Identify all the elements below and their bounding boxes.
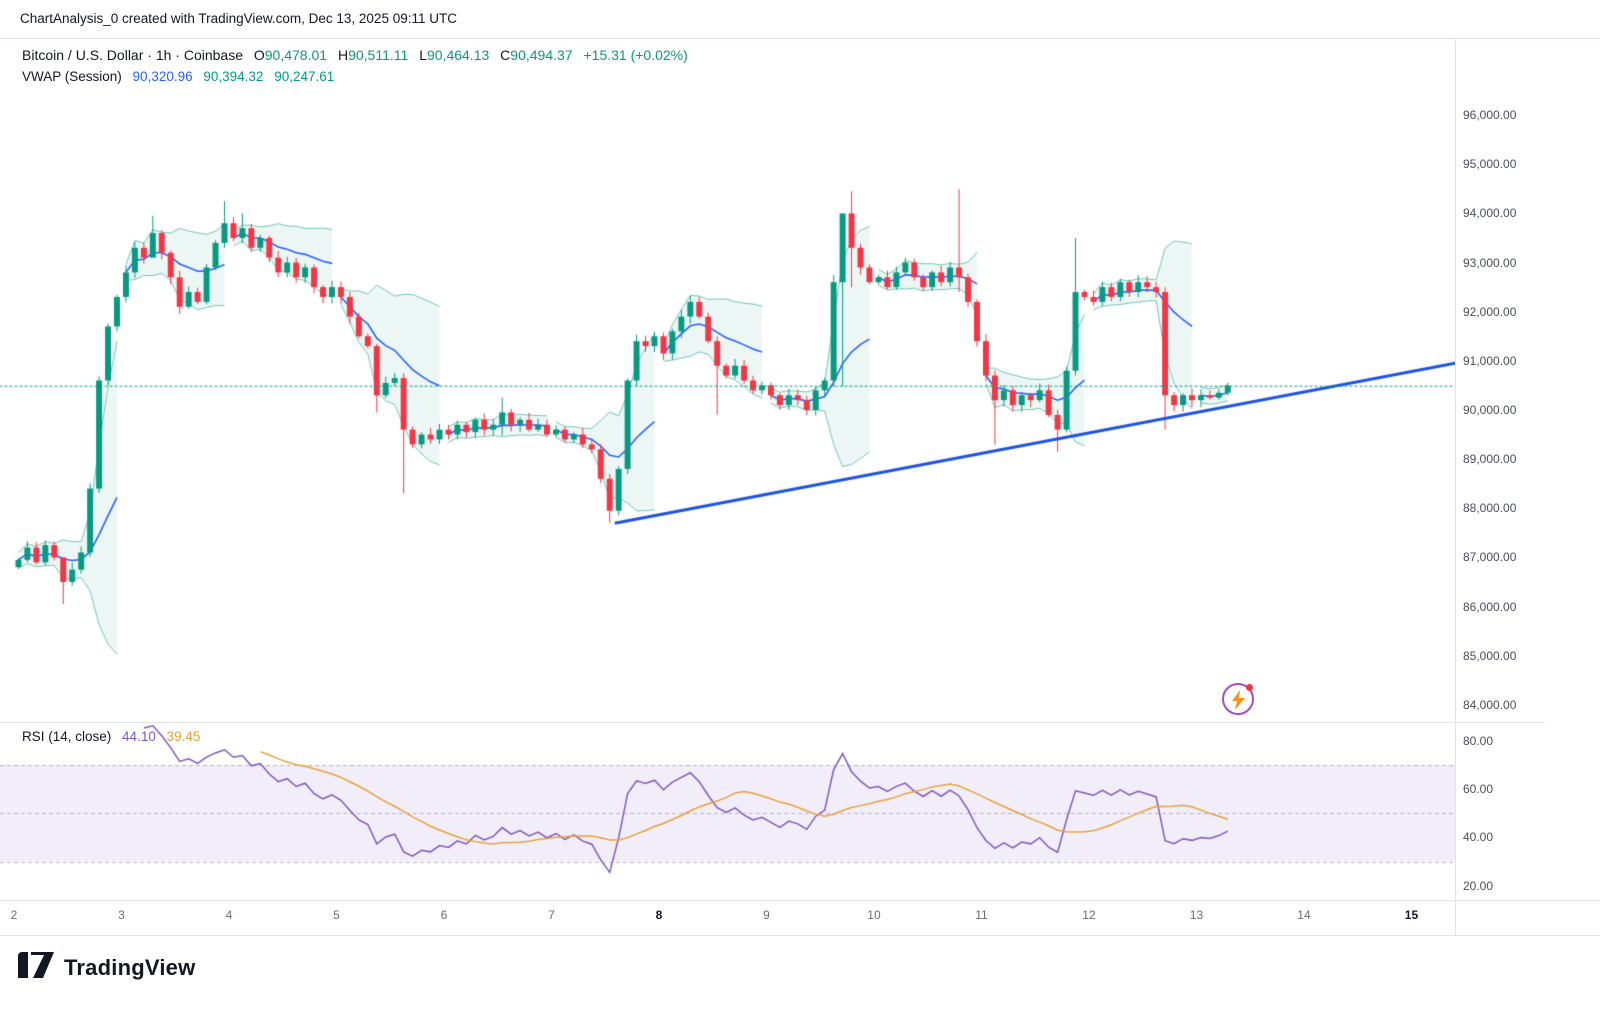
time-axis-label: 12 — [1082, 908, 1096, 922]
symbol-legend[interactable]: Bitcoin / U.S. Dollar · 1h · Coinbase O9… — [22, 47, 688, 63]
rsi-ma-value: 39.45 — [166, 729, 201, 744]
time-axis-label: 8 — [655, 908, 663, 922]
bottom-separator — [0, 935, 1600, 936]
price-axis-label: 93,000.00 — [1463, 255, 1517, 270]
price-axis-label: 95,000.00 — [1463, 157, 1517, 172]
price-axis-label: 89,000.00 — [1463, 452, 1517, 467]
rsi-label[interactable]: RSI (14, close) — [22, 729, 112, 744]
price-axis-label: 87,000.00 — [1463, 550, 1517, 565]
time-axis-label: 6 — [440, 908, 448, 922]
main-chart-canvas[interactable] — [0, 38, 1455, 722]
notification-dot — [1246, 684, 1253, 691]
price-axis-label: 94,000.00 — [1463, 206, 1517, 221]
price-axis-label: 88,000.00 — [1463, 501, 1517, 516]
time-axis-label: 5 — [333, 908, 340, 922]
high-value: 90,511.11 — [348, 47, 409, 63]
vwap-value-mid: 90,320.96 — [132, 69, 193, 84]
low-value: 90,464.13 — [426, 47, 490, 63]
price-axis-label: 90,000.00 — [1463, 402, 1517, 417]
time-axis-label: 14 — [1297, 908, 1311, 922]
rsi-pane-canvas[interactable] — [0, 722, 1455, 900]
price-axis-label: 91,000.00 — [1463, 353, 1517, 368]
rsi-axis-label: 40.00 — [1463, 830, 1494, 845]
vwap-value-upper: 90,394.32 — [203, 69, 264, 84]
tradingview-logo-text: TradingView — [64, 954, 196, 980]
chart-attribution: ChartAnalysis_0 created with TradingView… — [20, 11, 457, 26]
vwap-value-lower: 90,247.61 — [274, 69, 335, 84]
tradingview-logo[interactable]: TradingView — [18, 952, 195, 983]
time-axis-label: 4 — [225, 908, 233, 922]
price-axis[interactable]: USD 90,494.37 48:45 96,000.0095,000.0094… — [1455, 0, 1600, 1031]
time-axis-separator — [0, 900, 1600, 901]
close-value: 90,494.37 — [510, 47, 573, 63]
price-axis-label: 86,000.00 — [1463, 599, 1517, 614]
price-axis-label: 84,000.00 — [1463, 697, 1517, 712]
low-label: L — [419, 47, 427, 63]
price-axis-label: 92,000.00 — [1463, 304, 1517, 319]
price-axis-separator — [1455, 38, 1456, 935]
symbol-title[interactable]: Bitcoin / U.S. Dollar · 1h · Coinbase — [22, 47, 243, 63]
time-axis-label: 11 — [975, 908, 988, 922]
time-axis-label: 3 — [118, 908, 125, 922]
vwap-legend[interactable]: VWAP (Session) 90,320.96 90,394.32 90,24… — [22, 69, 334, 84]
time-axis-label: 13 — [1189, 908, 1204, 922]
rsi-axis-label: 80.00 — [1463, 734, 1494, 749]
high-label: H — [337, 47, 349, 63]
vwap-label[interactable]: VWAP (Session) — [22, 69, 122, 84]
open-value: 90,478.01 — [264, 47, 328, 63]
rsi-legend[interactable]: RSI (14, close) 44.10 39.45 — [22, 729, 200, 744]
time-axis-label: 9 — [763, 908, 770, 922]
quick-action-button[interactable] — [1222, 683, 1254, 715]
rsi-axis-label: 20.00 — [1463, 878, 1494, 893]
tradingview-logo-icon — [18, 952, 54, 983]
time-axis-label: 10 — [867, 908, 881, 922]
time-axis-label: 2 — [10, 908, 18, 922]
change-value: +15.31 (+0.02%) — [583, 47, 688, 63]
rsi-axis-label: 60.00 — [1463, 782, 1494, 797]
time-axis-label: 15 — [1404, 908, 1419, 922]
close-label: C — [500, 47, 511, 63]
time-axis[interactable]: 2 3 4 5 6 7 8 9 10 11 12 13 14 15 — [0, 900, 1455, 935]
open-label: O — [253, 47, 265, 63]
price-axis-label: 96,000.00 — [1463, 108, 1517, 123]
price-axis-label: 85,000.00 — [1463, 648, 1517, 663]
time-axis-label: 7 — [548, 908, 555, 922]
rsi-value: 44.10 — [122, 729, 156, 744]
